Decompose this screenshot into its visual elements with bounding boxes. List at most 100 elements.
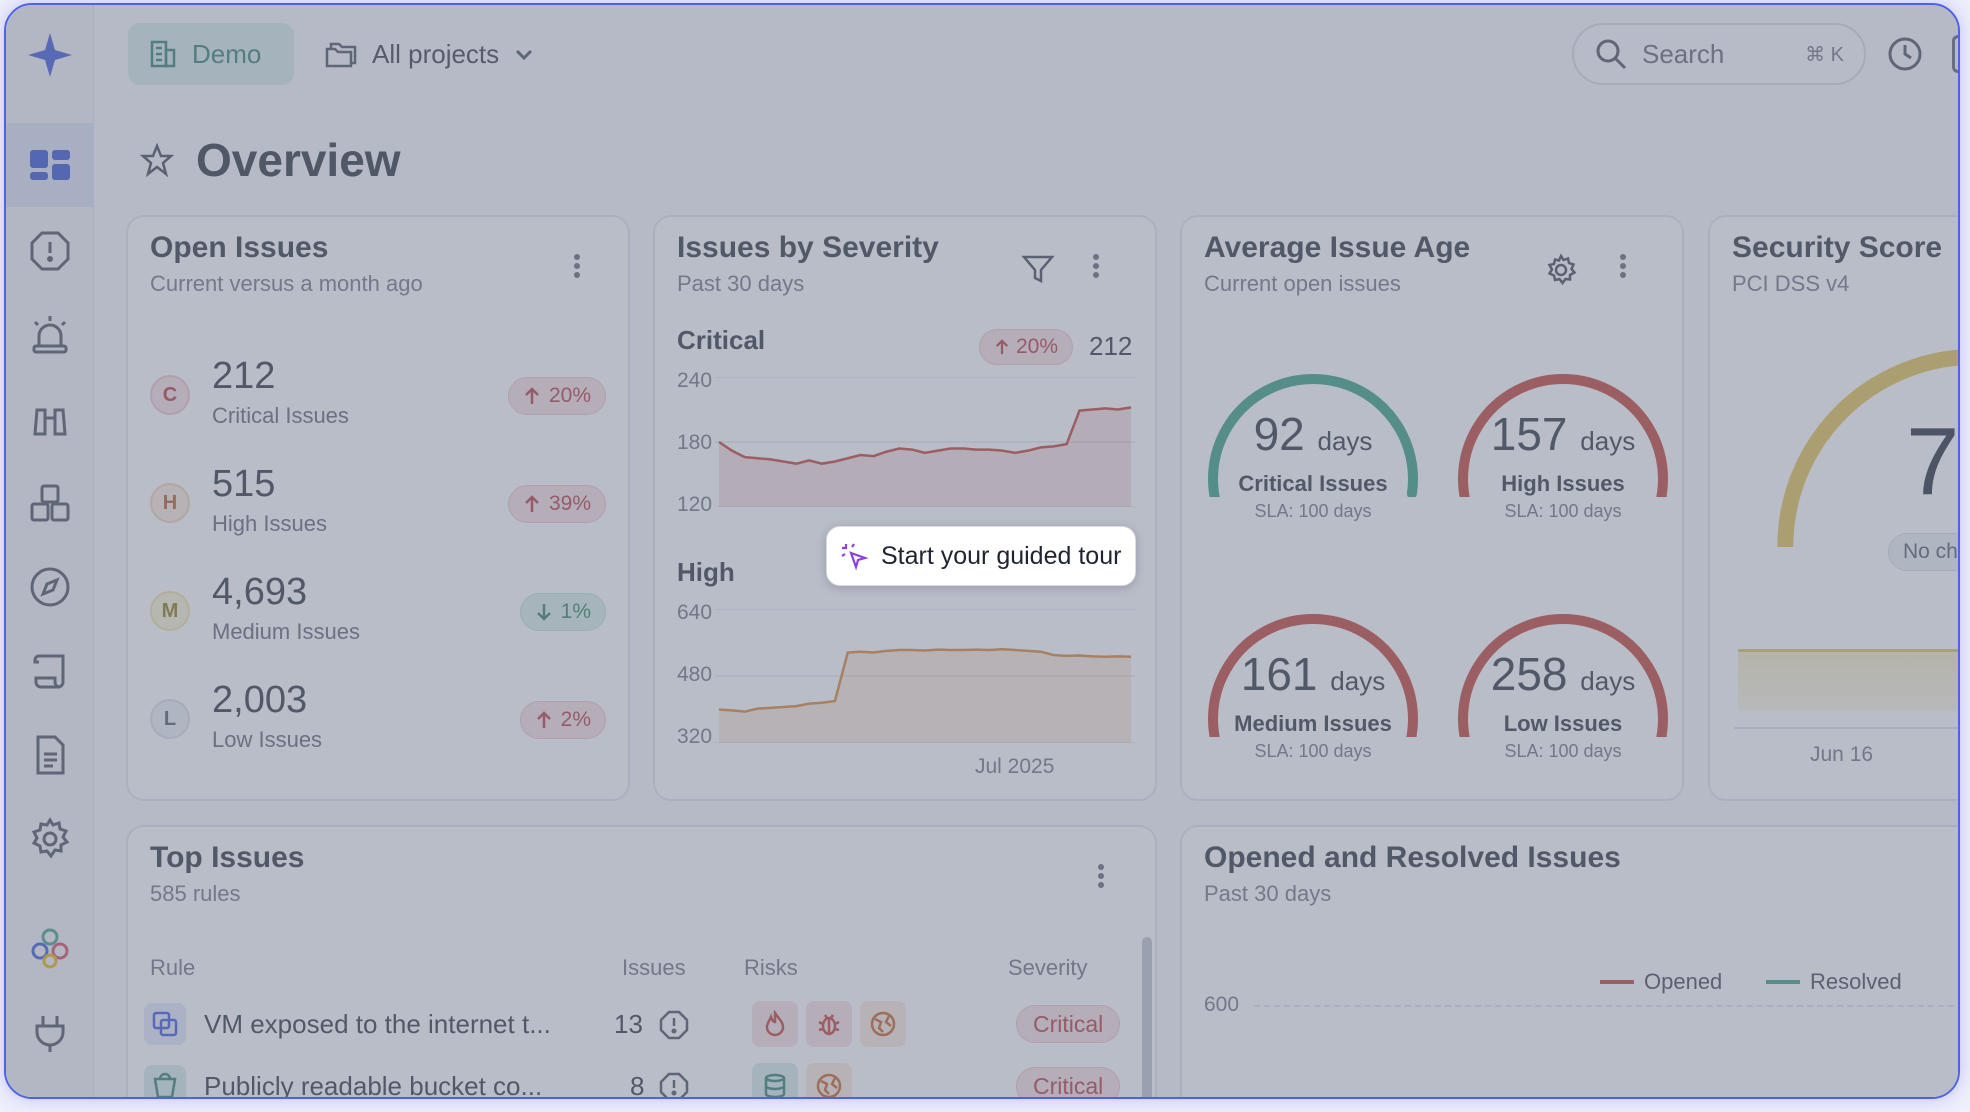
legend-swatch-opened	[1600, 980, 1634, 984]
opened-resolved-card: Opened and Resolved Issues Past 30 days …	[1180, 825, 1958, 1097]
score-change-badge: No ch	[1888, 533, 1958, 571]
circles-icon	[31, 928, 69, 969]
issue-count: 212	[212, 355, 276, 397]
gauge-sla: SLA: 100 days	[1504, 501, 1622, 521]
delta-badge: 2%	[519, 701, 606, 739]
issue-label: Low Issues	[212, 727, 323, 752]
gear-icon[interactable]	[1544, 253, 1578, 287]
open-issues-card: Open Issues Current versus a month ago C…	[126, 215, 630, 801]
gauge-low[interactable]: 258 days Low Issues SLA: 100 days	[1448, 607, 1678, 787]
arrow-up-icon	[995, 339, 1009, 355]
legend-label: Opened	[1644, 969, 1723, 994]
sidebar-item-explore[interactable]	[6, 377, 94, 461]
column-header-rule[interactable]: Rule	[150, 955, 196, 980]
issue-label: High Issues	[212, 511, 327, 536]
more-menu-icon[interactable]	[1081, 251, 1111, 287]
issue-row-medium[interactable]: M 4,693 Medium Issues 1%	[150, 571, 606, 651]
severity-badge: L	[150, 699, 190, 739]
sidebar-item-reports[interactable]	[6, 713, 94, 797]
binoculars-icon	[33, 408, 67, 436]
alert-octagon-icon	[659, 1010, 689, 1040]
score-value: 7	[1906, 408, 1960, 515]
card-subtitle: Past 30 days	[1204, 881, 1332, 906]
y-tick: 240	[677, 369, 713, 392]
logo-icon[interactable]	[26, 31, 74, 79]
delta-value: 1%	[560, 600, 591, 623]
workspace-label: Demo	[192, 38, 262, 69]
severity-pill: Critical	[1016, 1067, 1121, 1097]
legend-opened: Opened	[1600, 969, 1722, 995]
gauge-high[interactable]: 157 days High Issues SLA: 100 days	[1448, 367, 1678, 547]
sidebar-item-policies[interactable]	[6, 629, 94, 713]
database-icon	[752, 1063, 798, 1097]
gauge-label: Medium Issues	[1234, 711, 1392, 736]
flame-icon	[752, 1001, 798, 1047]
y-tick: 480	[677, 663, 713, 686]
column-header-issues[interactable]: Issues	[622, 955, 686, 980]
delta-value: 39%	[548, 492, 591, 515]
guided-tour-button[interactable]: Start your guided tour	[826, 526, 1137, 586]
scrollbar[interactable]	[1142, 937, 1152, 1097]
gear-icon	[31, 817, 70, 859]
issue-row-critical[interactable]: C 212 Critical Issues 20%	[150, 355, 606, 435]
gauge-medium[interactable]: 161 days Medium Issues SLA: 100 days	[1198, 607, 1428, 787]
filter-icon[interactable]	[1021, 253, 1055, 285]
sidebar-item-integrations[interactable]	[6, 905, 94, 989]
table-row[interactable]: VM exposed to the internet t... 13 Criti…	[144, 997, 1144, 1053]
issue-count: 13	[614, 1009, 643, 1039]
gauge-value: 258 days	[1490, 648, 1636, 700]
series-area	[719, 649, 1131, 743]
workspace-chip[interactable]: Demo	[128, 23, 294, 85]
gauge-label: Low Issues	[1503, 711, 1623, 736]
gauge-value: 157 days	[1490, 408, 1636, 460]
y-tick: 600	[1204, 993, 1240, 1016]
panel-icon[interactable]	[1952, 35, 1958, 73]
gauge-label: High Issues	[1501, 471, 1625, 496]
sidebar-item-dashboard[interactable]	[6, 123, 94, 207]
sidebar-item-connectors[interactable]	[6, 991, 94, 1075]
score-trend-area	[1738, 649, 1958, 711]
issue-row-low[interactable]: L 2,003 Low Issues 2%	[150, 679, 606, 759]
vm-icon	[144, 1003, 186, 1045]
sidebar-item-discover[interactable]	[6, 545, 94, 629]
table-row[interactable]: Publicly readable bucket co... 8 Critica…	[144, 1059, 1144, 1097]
more-menu-icon[interactable]	[562, 251, 592, 287]
clock-icon[interactable]	[1886, 35, 1924, 73]
issue-row-high[interactable]: H 515 High Issues 39%	[150, 463, 606, 543]
series-area	[719, 407, 1131, 507]
projects-selector[interactable]: All projects	[324, 23, 535, 85]
star-icon[interactable]	[140, 143, 174, 177]
globe-icon	[860, 1001, 906, 1047]
gauge-value: 161 days	[1240, 648, 1386, 700]
column-header-risks[interactable]: Risks	[744, 955, 798, 980]
x-tick: Jun 16	[1810, 743, 1874, 766]
compass-icon	[30, 567, 70, 607]
sidebar-item-issues[interactable]	[6, 209, 94, 293]
delta-value: 20%	[1016, 335, 1059, 358]
card-title: Security Score	[1732, 231, 1943, 264]
severity-pill: Critical	[1016, 1005, 1121, 1043]
more-menu-icon[interactable]	[1086, 861, 1116, 897]
card-title: Issues by Severity	[677, 231, 939, 264]
sidebar-item-inventory[interactable]	[6, 461, 94, 545]
sidebar-item-alerts[interactable]	[6, 293, 94, 377]
globe-icon	[806, 1063, 852, 1097]
gauge-value: 92 days	[1253, 408, 1373, 460]
x-axis	[1734, 727, 1958, 729]
gauge-critical[interactable]: 92 days Critical Issues SLA: 100 days	[1198, 367, 1428, 547]
high-section-title: High	[677, 557, 735, 587]
legend-label: Resolved	[1810, 969, 1902, 994]
issue-label: Medium Issues	[212, 619, 360, 644]
arrow-up-icon	[525, 387, 539, 404]
folders-icon	[325, 42, 357, 68]
more-menu-icon[interactable]	[1608, 251, 1638, 287]
arrow-down-icon	[536, 604, 551, 621]
search-input[interactable]: Search ⌘ K	[1572, 23, 1866, 85]
issue-count: 515	[212, 463, 276, 505]
column-header-severity[interactable]: Severity	[1008, 955, 1088, 980]
card-title: Open Issues	[150, 231, 329, 264]
sidebar-item-settings[interactable]	[6, 797, 94, 881]
card-subtitle: 585 rules	[150, 881, 241, 906]
severity-badge: M	[150, 591, 190, 631]
card-title: Top Issues	[150, 841, 305, 874]
